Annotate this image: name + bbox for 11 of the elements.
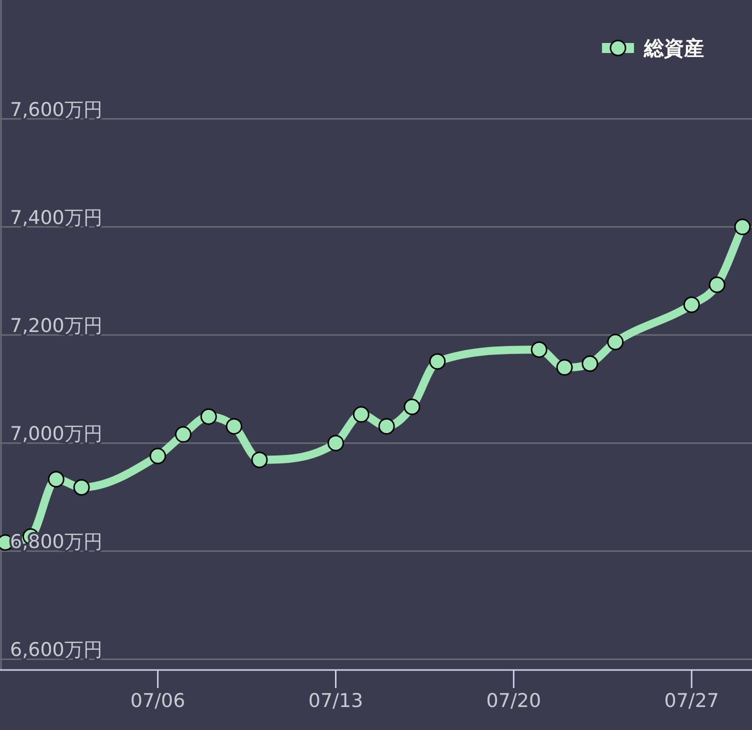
y-tick-label: 7,200万円 (10, 315, 102, 337)
y-tick-label: 6,800万円 (10, 531, 102, 554)
x-tick-label: 07/13 (308, 690, 364, 712)
x-tick-label: 07/27 (664, 690, 720, 712)
y-tick-label: 6,600万円 (10, 639, 102, 662)
y-tick-label: 7,000万円 (10, 423, 102, 446)
x-tick-label: 07/06 (130, 690, 186, 712)
y-tick-label: 7,600万円 (10, 98, 102, 121)
legend-label: 総資産 (643, 36, 704, 60)
x-tick-label: 07/20 (486, 690, 542, 712)
y-tick-label: 7,400万円 (10, 206, 102, 229)
